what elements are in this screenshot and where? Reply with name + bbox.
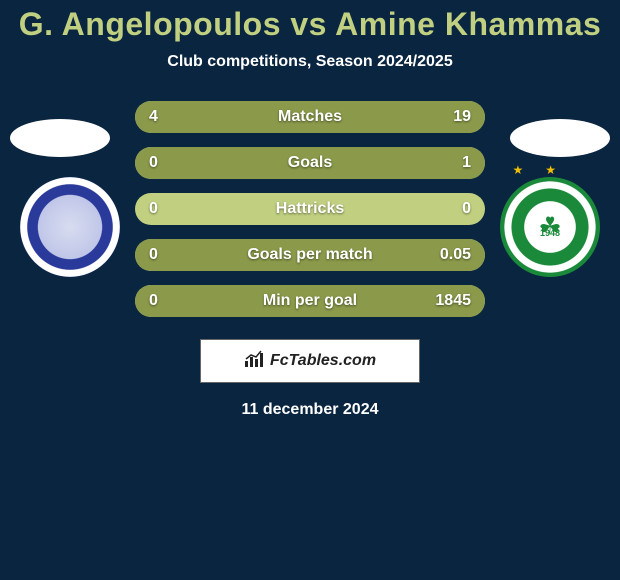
value-right: 0	[462, 200, 471, 218]
stat-row: 0 Goals 1	[135, 147, 485, 179]
stat-label: Goals	[288, 154, 332, 172]
value-left: 0	[149, 292, 158, 310]
brand-text: FcTables.com	[270, 352, 376, 370]
value-right: 19	[453, 108, 471, 126]
flag-left	[10, 119, 110, 157]
stat-row: 0 Min per goal 1845	[135, 285, 485, 317]
flag-right	[510, 119, 610, 157]
stat-label: Matches	[278, 108, 342, 126]
content-area: ★★ 4 Matches 19 0 Goals 1 0 Hattricks 0 0 Goals pe…	[0, 101, 620, 419]
comparison-card: G. Angelopoulos vs Amine Khammas Club co…	[0, 0, 620, 419]
brand-box[interactable]: FcTables.com	[200, 339, 420, 383]
stats-rows: 4 Matches 19 0 Goals 1 0 Hattricks 0 0 Goals per m…	[135, 101, 485, 317]
value-right: 1845	[435, 292, 471, 310]
chart-icon	[244, 350, 266, 373]
stat-label: Hattricks	[276, 200, 344, 218]
value-left: 4	[149, 108, 158, 126]
stat-row: 0 Goals per match 0.05	[135, 239, 485, 271]
stat-label: Goals per match	[247, 246, 372, 264]
stat-row: 0 Hattricks 0	[135, 193, 485, 225]
stat-row: 4 Matches 19	[135, 101, 485, 133]
value-left: 0	[149, 154, 158, 172]
club-badge-right	[500, 177, 600, 277]
value-left: 0	[149, 246, 158, 264]
value-right: 0.05	[440, 246, 471, 264]
bar-left	[135, 101, 195, 133]
date-label: 11 december 2024	[0, 401, 620, 419]
club-stars-right: ★★	[512, 163, 578, 177]
stat-label: Min per goal	[263, 292, 357, 310]
subtitle: Club competitions, Season 2024/2025	[0, 53, 620, 71]
club-badge-left	[20, 177, 120, 277]
page-title: G. Angelopoulos vs Amine Khammas	[0, 6, 620, 43]
value-right: 1	[462, 154, 471, 172]
value-left: 0	[149, 200, 158, 218]
